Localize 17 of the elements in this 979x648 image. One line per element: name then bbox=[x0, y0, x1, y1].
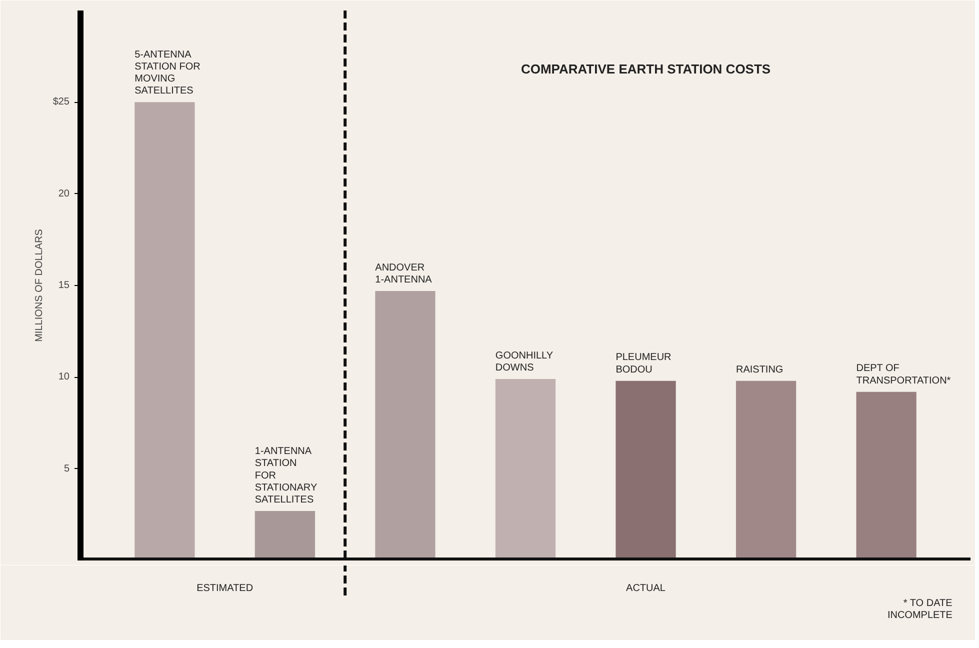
x-tick-label: RAISTING bbox=[736, 364, 784, 376]
x-tick-label: DEPT OF TRANSPORTATION* bbox=[856, 363, 951, 386]
x-tick-label: 1-ANTENNA STATION FOR STATIONARY SATELLITES bbox=[254, 446, 318, 506]
y-tick-label: 10 bbox=[58, 372, 70, 383]
x-tick-label: ANDOVER 1-ANTENNA bbox=[375, 262, 432, 286]
y-tick-label: 5 bbox=[64, 463, 70, 474]
y-axis-title: MILLIONS OF DOLLARS bbox=[34, 228, 45, 342]
text: ACTUAL bbox=[626, 583, 666, 594]
text: COMPARATIVE EARTH STATION COSTS bbox=[520, 62, 771, 76]
x-tick-label: GOONHILLY DOWNS bbox=[495, 350, 554, 374]
text: ESTIMATED bbox=[196, 583, 254, 594]
y-tick-label: 20 bbox=[58, 188, 70, 200]
y-tick-label: $25 bbox=[52, 96, 70, 108]
y-tick-label: 15 bbox=[58, 280, 70, 291]
x-tick-label: 5-ANTENNA STATION FOR MOVING SATELLITES bbox=[134, 49, 200, 97]
text: * TO DATE INCOMPLETE bbox=[887, 598, 953, 622]
x-tick-label: PLEUMEUR BODOU bbox=[616, 352, 672, 376]
